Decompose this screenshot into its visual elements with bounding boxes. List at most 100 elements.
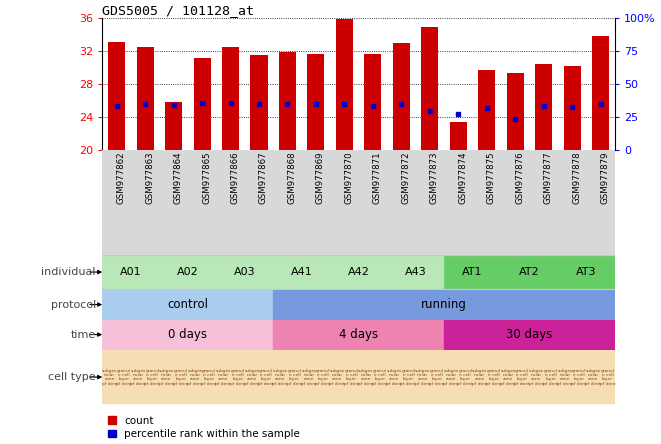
Bar bbox=[373, 350, 387, 404]
Bar bbox=[273, 350, 288, 404]
Text: subgra
nular
zone
pf dent: subgra nular zone pf dent bbox=[557, 369, 573, 385]
Bar bbox=[102, 290, 273, 319]
Text: A01: A01 bbox=[120, 267, 141, 277]
Bar bbox=[358, 350, 373, 404]
Bar bbox=[330, 256, 387, 288]
Text: A02: A02 bbox=[177, 267, 199, 277]
Bar bbox=[202, 350, 216, 404]
Text: granul
e cell
layer
pf dent: granul e cell layer pf dent bbox=[600, 369, 615, 385]
Text: subgra
nular
zone
pf dent: subgra nular zone pf dent bbox=[500, 369, 516, 385]
Text: A41: A41 bbox=[291, 267, 313, 277]
Bar bbox=[586, 350, 600, 404]
Bar bbox=[387, 350, 401, 404]
Bar bbox=[535, 64, 552, 150]
Bar bbox=[251, 55, 268, 150]
Text: A42: A42 bbox=[348, 267, 369, 277]
Text: granul
e cell
layer
pf dent: granul e cell layer pf dent bbox=[571, 369, 587, 385]
Text: granul
e cell
layer
pf dent: granul e cell layer pf dent bbox=[258, 369, 274, 385]
Text: subgra
nular
zone
pf dent: subgra nular zone pf dent bbox=[586, 369, 602, 385]
Bar bbox=[543, 350, 558, 404]
Text: GSM977874: GSM977874 bbox=[458, 152, 467, 204]
Text: GSM977872: GSM977872 bbox=[401, 152, 410, 204]
Bar bbox=[102, 350, 117, 404]
Text: granul
e cell
layer
pf dent: granul e cell layer pf dent bbox=[144, 369, 160, 385]
Bar bbox=[364, 54, 381, 150]
Text: GSM977878: GSM977878 bbox=[572, 152, 581, 204]
Bar bbox=[393, 44, 410, 150]
Text: AT1: AT1 bbox=[462, 267, 483, 277]
Bar bbox=[273, 256, 330, 288]
Text: granul
e cell
layer
pf dent: granul e cell layer pf dent bbox=[230, 369, 246, 385]
Bar bbox=[444, 256, 501, 288]
Text: granul
e cell
layer
pf dent: granul e cell layer pf dent bbox=[344, 369, 360, 385]
Text: AT3: AT3 bbox=[576, 267, 596, 277]
Text: GSM977866: GSM977866 bbox=[231, 152, 239, 204]
Bar bbox=[102, 256, 159, 288]
Bar bbox=[216, 350, 231, 404]
Bar bbox=[416, 350, 430, 404]
Bar bbox=[259, 350, 273, 404]
Text: GSM977863: GSM977863 bbox=[145, 152, 154, 204]
Text: granul
e cell
layer
pf dent: granul e cell layer pf dent bbox=[315, 369, 331, 385]
Bar bbox=[444, 320, 615, 349]
Text: GSM977864: GSM977864 bbox=[174, 152, 182, 204]
Text: A03: A03 bbox=[234, 267, 256, 277]
Text: subgra
nular
zone
pf dent: subgra nular zone pf dent bbox=[443, 369, 459, 385]
Bar bbox=[301, 350, 316, 404]
Text: GDS5005 / 101128_at: GDS5005 / 101128_at bbox=[102, 4, 254, 16]
Text: subgra
nular
zone
pf dent: subgra nular zone pf dent bbox=[130, 369, 146, 385]
Text: subgra
nular
zone
pf dent: subgra nular zone pf dent bbox=[471, 369, 487, 385]
Text: granul
e cell
layer
pf dent: granul e cell layer pf dent bbox=[514, 369, 530, 385]
Text: GSM977869: GSM977869 bbox=[316, 152, 325, 204]
Text: subgra
nular
zone
pf dent: subgra nular zone pf dent bbox=[386, 369, 402, 385]
Bar bbox=[486, 350, 501, 404]
Bar bbox=[572, 350, 586, 404]
Bar bbox=[279, 52, 296, 150]
Text: 4 days: 4 days bbox=[339, 328, 378, 341]
Bar bbox=[165, 102, 182, 150]
Text: granul
e cell
layer
pf dent: granul e cell layer pf dent bbox=[486, 369, 502, 385]
Bar bbox=[600, 350, 615, 404]
Bar bbox=[102, 320, 273, 349]
Bar bbox=[387, 256, 444, 288]
Text: GSM977879: GSM977879 bbox=[600, 152, 609, 204]
Bar bbox=[421, 27, 438, 150]
Text: granul
e cell
layer
pf dent: granul e cell layer pf dent bbox=[372, 369, 388, 385]
Bar bbox=[137, 47, 153, 150]
Bar bbox=[273, 320, 444, 349]
Bar bbox=[444, 350, 458, 404]
Text: subgra
nular
zone
pf dent: subgra nular zone pf dent bbox=[244, 369, 260, 385]
Bar bbox=[458, 350, 473, 404]
Text: subgra
nular
zone
pf dent: subgra nular zone pf dent bbox=[301, 369, 317, 385]
Text: subgra
nular
zone
pf dent: subgra nular zone pf dent bbox=[215, 369, 231, 385]
Bar bbox=[216, 256, 273, 288]
Text: A43: A43 bbox=[405, 267, 426, 277]
Text: granul
e cell
layer
pf dent: granul e cell layer pf dent bbox=[287, 369, 303, 385]
Text: subgra
nular
zone
pf dent: subgra nular zone pf dent bbox=[358, 369, 373, 385]
Text: cell type: cell type bbox=[48, 372, 96, 382]
Bar bbox=[231, 350, 245, 404]
Text: GSM977876: GSM977876 bbox=[515, 152, 524, 204]
Text: GSM977871: GSM977871 bbox=[373, 152, 382, 204]
Text: GSM977862: GSM977862 bbox=[117, 152, 126, 204]
Bar bbox=[159, 256, 216, 288]
Bar bbox=[245, 350, 259, 404]
Bar bbox=[515, 350, 529, 404]
Text: subgra
nular
zone
pf dent: subgra nular zone pf dent bbox=[414, 369, 430, 385]
Text: GSM977865: GSM977865 bbox=[202, 152, 211, 204]
Text: GSM977867: GSM977867 bbox=[259, 152, 268, 204]
Text: running: running bbox=[421, 298, 467, 311]
Text: granul
e cell
layer
pf dent: granul e cell layer pf dent bbox=[457, 369, 473, 385]
Text: GSM977868: GSM977868 bbox=[288, 152, 296, 204]
Text: subgra
nular
zone
pf dent: subgra nular zone pf dent bbox=[187, 369, 203, 385]
Bar bbox=[222, 47, 239, 150]
Bar bbox=[288, 350, 301, 404]
Text: GSM977875: GSM977875 bbox=[486, 152, 496, 204]
Text: granul
e cell
layer
pf dent: granul e cell layer pf dent bbox=[116, 369, 132, 385]
Text: individual: individual bbox=[42, 267, 96, 277]
Text: 30 days: 30 days bbox=[506, 328, 553, 341]
Text: granul
e cell
layer
pf dent: granul e cell layer pf dent bbox=[201, 369, 217, 385]
Bar bbox=[145, 350, 159, 404]
Bar bbox=[273, 290, 615, 319]
Text: subgra
nular
zone
pf dent: subgra nular zone pf dent bbox=[272, 369, 288, 385]
